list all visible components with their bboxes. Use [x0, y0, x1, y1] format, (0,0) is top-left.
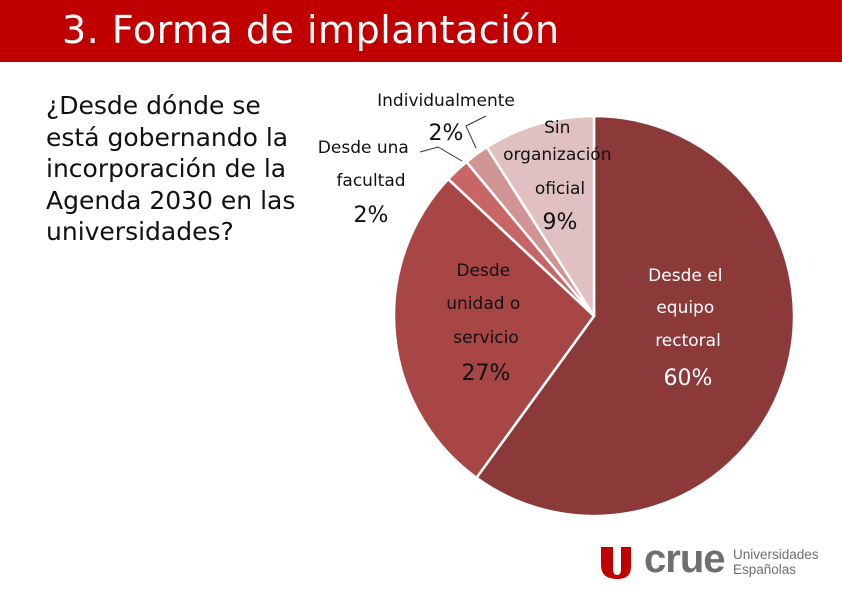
slice-label-line: Sin — [544, 118, 570, 138]
slice-label-line: unidad o — [446, 294, 520, 314]
pie-slice-sin-organizacion — [485, 114, 596, 318]
slice-label-line: Desde el — [648, 266, 722, 286]
slice-label-line: servicio — [453, 328, 519, 348]
slice-value-sin-organizacion: 9% — [543, 210, 578, 235]
slice-label-line: rectoral — [655, 331, 721, 351]
title-bar: 3. Forma de implantación — [0, 0, 842, 62]
pie-slice-rectoral — [475, 114, 796, 518]
slice-label-line: equipo — [656, 298, 714, 318]
slice-label-line: Desde — [456, 261, 510, 281]
crue-mark-icon — [601, 547, 631, 579]
slice-label-facultad: Desde una facultad — [318, 138, 414, 191]
crue-wordmark: crue — [644, 537, 725, 581]
slice-value-rectoral: 60% — [664, 366, 713, 391]
slice-label-rectoral: Desde el equipo rectoral — [648, 266, 728, 351]
slice-label-line: Individualmente — [377, 91, 515, 111]
question-text: ¿Desde dónde se está gobernando la incor… — [46, 91, 296, 246]
slice-label-line: facultad — [336, 171, 405, 191]
slice-label-line: Desde una — [318, 138, 409, 158]
crue-subtitle: Universidades Españolas — [733, 547, 819, 577]
pie-slices — [392, 114, 796, 518]
slice-label-line: organización — [503, 145, 611, 165]
slice-value-unidad: 27% — [462, 361, 511, 386]
leader-line-individual — [465, 115, 487, 149]
slice-label-line: oficial — [535, 179, 585, 199]
slice-label-individual: Individualmente — [377, 91, 515, 111]
slide-title: 3. Forma de implantación — [62, 8, 560, 52]
slice-value-facultad: 2% — [354, 203, 389, 228]
slice-value-individual: 2% — [429, 121, 464, 146]
crue-subtitle-line: Españolas — [733, 562, 797, 577]
leader-lines — [419, 115, 487, 162]
pie-slice-unidad — [392, 177, 596, 480]
crue-subtitle-line: Universidades — [733, 547, 819, 562]
leader-line-facultad — [419, 146, 463, 162]
slice-label-sin-organizacion: Sin organización oficial — [503, 118, 617, 199]
slice-label-unidad: Desde unidad o servicio — [446, 261, 525, 348]
crue-logo: crue Universidades Españolas — [600, 537, 825, 583]
